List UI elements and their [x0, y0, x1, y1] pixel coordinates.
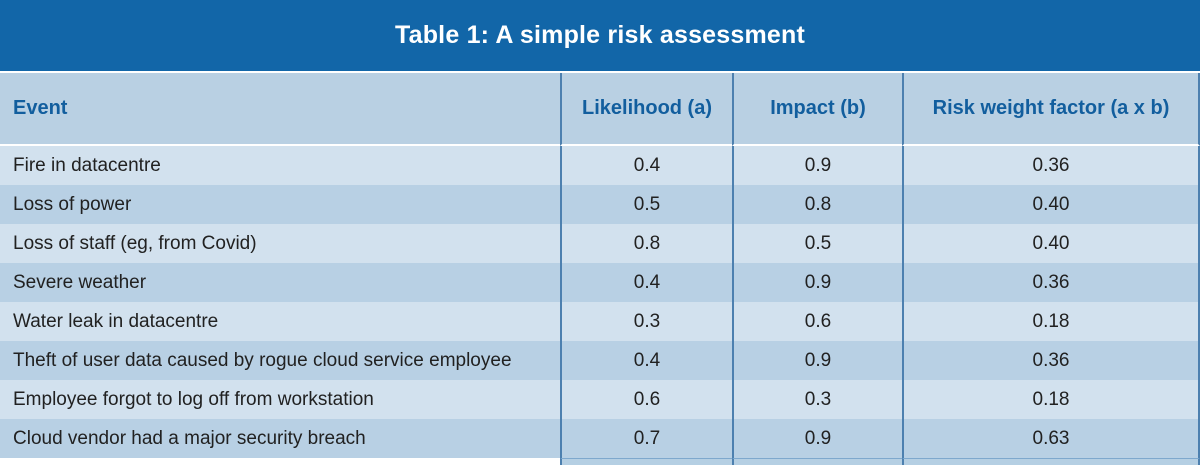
- table-title: Table 1: A simple risk assessment: [394, 21, 806, 49]
- sliver-cell: [902, 458, 1200, 465]
- cell-likelihood: 0.6: [560, 380, 732, 419]
- cell-likelihood: 0.3: [560, 302, 732, 341]
- cell-impact: 0.6: [732, 302, 902, 341]
- cell-impact: 0.9: [732, 419, 902, 458]
- cell-likelihood: 0.5: [560, 185, 732, 224]
- cell-risk-weight: 0.36: [902, 146, 1200, 185]
- cell-impact: 0.8: [732, 185, 902, 224]
- cell-event: Loss of staff (eg, from Covid): [0, 224, 560, 263]
- cell-likelihood: 0.4: [560, 146, 732, 185]
- cell-risk-weight: 0.18: [902, 302, 1200, 341]
- cell-likelihood: 0.7: [560, 419, 732, 458]
- cell-risk-weight: 0.63: [902, 419, 1200, 458]
- sliver-cell: [732, 458, 902, 465]
- cell-event: Water leak in datacentre: [0, 302, 560, 341]
- cell-likelihood: 0.4: [560, 341, 732, 380]
- cell-likelihood: 0.4: [560, 263, 732, 302]
- cell-impact: 0.9: [732, 263, 902, 302]
- header-cell-likelihood: Likelihood (a): [560, 73, 732, 146]
- risk-table: Event Likelihood (a) Impact (b) Risk wei…: [0, 73, 1200, 465]
- cell-event: Cloud vendor had a major security breach: [0, 419, 560, 458]
- cell-impact: 0.9: [732, 146, 902, 185]
- cell-risk-weight: 0.18: [902, 380, 1200, 419]
- cell-likelihood: 0.8: [560, 224, 732, 263]
- cell-event: Fire in datacentre: [0, 146, 560, 185]
- cell-impact: 0.5: [732, 224, 902, 263]
- cell-impact: 0.3: [732, 380, 902, 419]
- header-cell-impact: Impact (b): [732, 73, 902, 146]
- cell-event: Employee forgot to log off from workstat…: [0, 380, 560, 419]
- cell-event: Severe weather: [0, 263, 560, 302]
- cell-event: Loss of power: [0, 185, 560, 224]
- table-title-bar: Table 1: A simple risk assessment: [0, 0, 1200, 71]
- cell-event: Theft of user data caused by rogue cloud…: [0, 341, 560, 380]
- cell-risk-weight: 0.40: [902, 224, 1200, 263]
- sliver-cell: [560, 458, 732, 465]
- cell-impact: 0.9: [732, 341, 902, 380]
- cell-risk-weight: 0.40: [902, 185, 1200, 224]
- header-cell-event: Event: [0, 73, 560, 146]
- cell-risk-weight: 0.36: [902, 263, 1200, 302]
- sliver-cell: [0, 458, 560, 465]
- cell-risk-weight: 0.36: [902, 341, 1200, 380]
- header-cell-risk-weight: Risk weight factor (a x b): [902, 73, 1200, 146]
